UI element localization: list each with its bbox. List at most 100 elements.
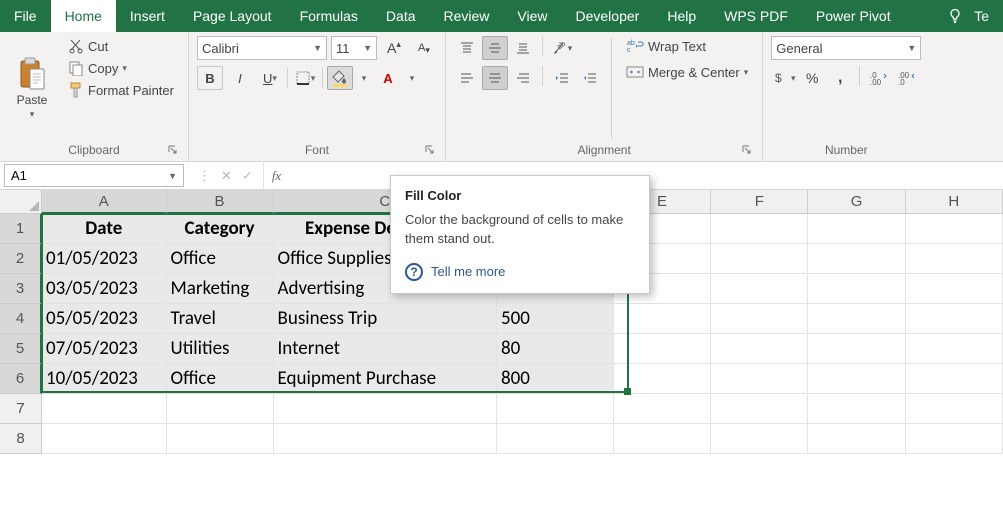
cell[interactable]: [906, 364, 1003, 394]
tab-home[interactable]: Home: [51, 0, 116, 32]
cell[interactable]: Date: [42, 214, 167, 244]
row-header[interactable]: 7: [0, 394, 42, 424]
cell[interactable]: [614, 364, 711, 394]
copy-button[interactable]: Copy ▾: [62, 58, 180, 78]
cell[interactable]: [711, 424, 808, 454]
cell[interactable]: Office: [167, 244, 274, 274]
cell[interactable]: 500: [497, 304, 614, 334]
align-top-icon[interactable]: [454, 36, 480, 60]
cell[interactable]: Utilities: [167, 334, 274, 364]
row-header[interactable]: 2: [0, 244, 42, 274]
cell[interactable]: Category: [167, 214, 274, 244]
tab-file[interactable]: File: [0, 0, 51, 32]
cell[interactable]: [711, 274, 808, 304]
underline-button[interactable]: U▾: [257, 66, 283, 90]
decrease-font-icon[interactable]: A▾: [411, 36, 437, 60]
cell[interactable]: 01/05/2023: [42, 244, 167, 274]
row-header[interactable]: 4: [0, 304, 42, 334]
cell[interactable]: Equipment Purchase: [274, 364, 497, 394]
column-header[interactable]: H: [906, 190, 1003, 214]
cell[interactable]: [711, 334, 808, 364]
tab-power-pivot[interactable]: Power Pivot: [802, 0, 905, 32]
cell[interactable]: [906, 274, 1003, 304]
cell[interactable]: [808, 424, 905, 454]
row-header[interactable]: 3: [0, 274, 42, 304]
dialog-launcher-icon[interactable]: [740, 143, 754, 157]
cell[interactable]: [42, 424, 167, 454]
cell[interactable]: [42, 394, 167, 424]
align-center-icon[interactable]: [482, 66, 508, 90]
format-painter-button[interactable]: Format Painter: [62, 80, 180, 100]
cell[interactable]: Travel: [167, 304, 274, 334]
align-middle-icon[interactable]: [482, 36, 508, 60]
cell[interactable]: [906, 424, 1003, 454]
borders-button[interactable]: ▾: [292, 66, 318, 90]
enter-formula-icon[interactable]: ✓: [242, 168, 253, 184]
tab-insert[interactable]: Insert: [116, 0, 179, 32]
cell[interactable]: 80: [497, 334, 614, 364]
cell[interactable]: [614, 394, 711, 424]
tell-me-bulb-icon[interactable]: [940, 0, 970, 32]
cell[interactable]: [711, 244, 808, 274]
cell[interactable]: [497, 424, 614, 454]
cell[interactable]: Business Trip: [274, 304, 497, 334]
cell[interactable]: [711, 364, 808, 394]
decrease-indent-icon[interactable]: [549, 66, 575, 90]
cell[interactable]: 800: [497, 364, 614, 394]
tab-formulas[interactable]: Formulas: [286, 0, 372, 32]
cell[interactable]: [906, 394, 1003, 424]
percent-format-icon[interactable]: %: [799, 66, 825, 90]
cancel-formula-icon[interactable]: ✕: [221, 168, 232, 184]
align-right-icon[interactable]: [510, 66, 536, 90]
tooltip-tell-me-more-link[interactable]: ? Tell me more: [405, 263, 635, 281]
row-header[interactable]: 1: [0, 214, 42, 244]
cell[interactable]: [497, 394, 614, 424]
increase-indent-icon[interactable]: [577, 66, 603, 90]
cell[interactable]: [808, 334, 905, 364]
cell[interactable]: [167, 394, 274, 424]
tell-me-text[interactable]: Te: [970, 0, 1003, 32]
cut-button[interactable]: Cut: [62, 36, 180, 56]
fx-icon[interactable]: fx: [264, 162, 289, 189]
increase-decimal-icon[interactable]: .0.00: [866, 66, 892, 90]
select-all-corner[interactable]: [0, 190, 42, 214]
cell[interactable]: Internet: [274, 334, 497, 364]
name-box[interactable]: A1 ▼: [4, 164, 184, 187]
cell[interactable]: [808, 244, 905, 274]
cell[interactable]: 05/05/2023: [42, 304, 167, 334]
comma-format-icon[interactable]: ,: [827, 66, 853, 90]
cell[interactable]: [167, 424, 274, 454]
align-left-icon[interactable]: [454, 66, 480, 90]
cell[interactable]: 10/05/2023: [42, 364, 167, 394]
cell[interactable]: [906, 244, 1003, 274]
cell[interactable]: [614, 304, 711, 334]
fill-color-dropdown[interactable]: ▾: [357, 66, 371, 90]
merge-center-button[interactable]: Merge & Center ▾: [620, 62, 754, 82]
tab-wps-pdf[interactable]: WPS PDF: [710, 0, 802, 32]
column-header[interactable]: G: [808, 190, 905, 214]
increase-font-icon[interactable]: A▴: [381, 36, 407, 60]
cell[interactable]: [614, 334, 711, 364]
cell[interactable]: [808, 394, 905, 424]
cell[interactable]: [711, 394, 808, 424]
font-color-dropdown[interactable]: ▾: [405, 66, 419, 90]
column-header[interactable]: F: [711, 190, 808, 214]
tab-review[interactable]: Review: [430, 0, 504, 32]
more-functions-icon[interactable]: ⋮: [198, 168, 211, 184]
cell[interactable]: 07/05/2023: [42, 334, 167, 364]
font-size-combo[interactable]: 11 ▼: [331, 36, 377, 60]
tab-page-layout[interactable]: Page Layout: [179, 0, 286, 32]
cell[interactable]: [614, 424, 711, 454]
tab-data[interactable]: Data: [372, 0, 430, 32]
cell[interactable]: Marketing: [167, 274, 274, 304]
dialog-launcher-icon[interactable]: [166, 143, 180, 157]
cell[interactable]: [274, 424, 497, 454]
tab-developer[interactable]: Developer: [562, 0, 654, 32]
row-header[interactable]: 8: [0, 424, 42, 454]
cell[interactable]: [274, 394, 497, 424]
tab-view[interactable]: View: [503, 0, 561, 32]
row-header[interactable]: 6: [0, 364, 42, 394]
cell[interactable]: [808, 364, 905, 394]
cell[interactable]: 03/05/2023: [42, 274, 167, 304]
wrap-text-button[interactable]: abc Wrap Text: [620, 36, 754, 56]
